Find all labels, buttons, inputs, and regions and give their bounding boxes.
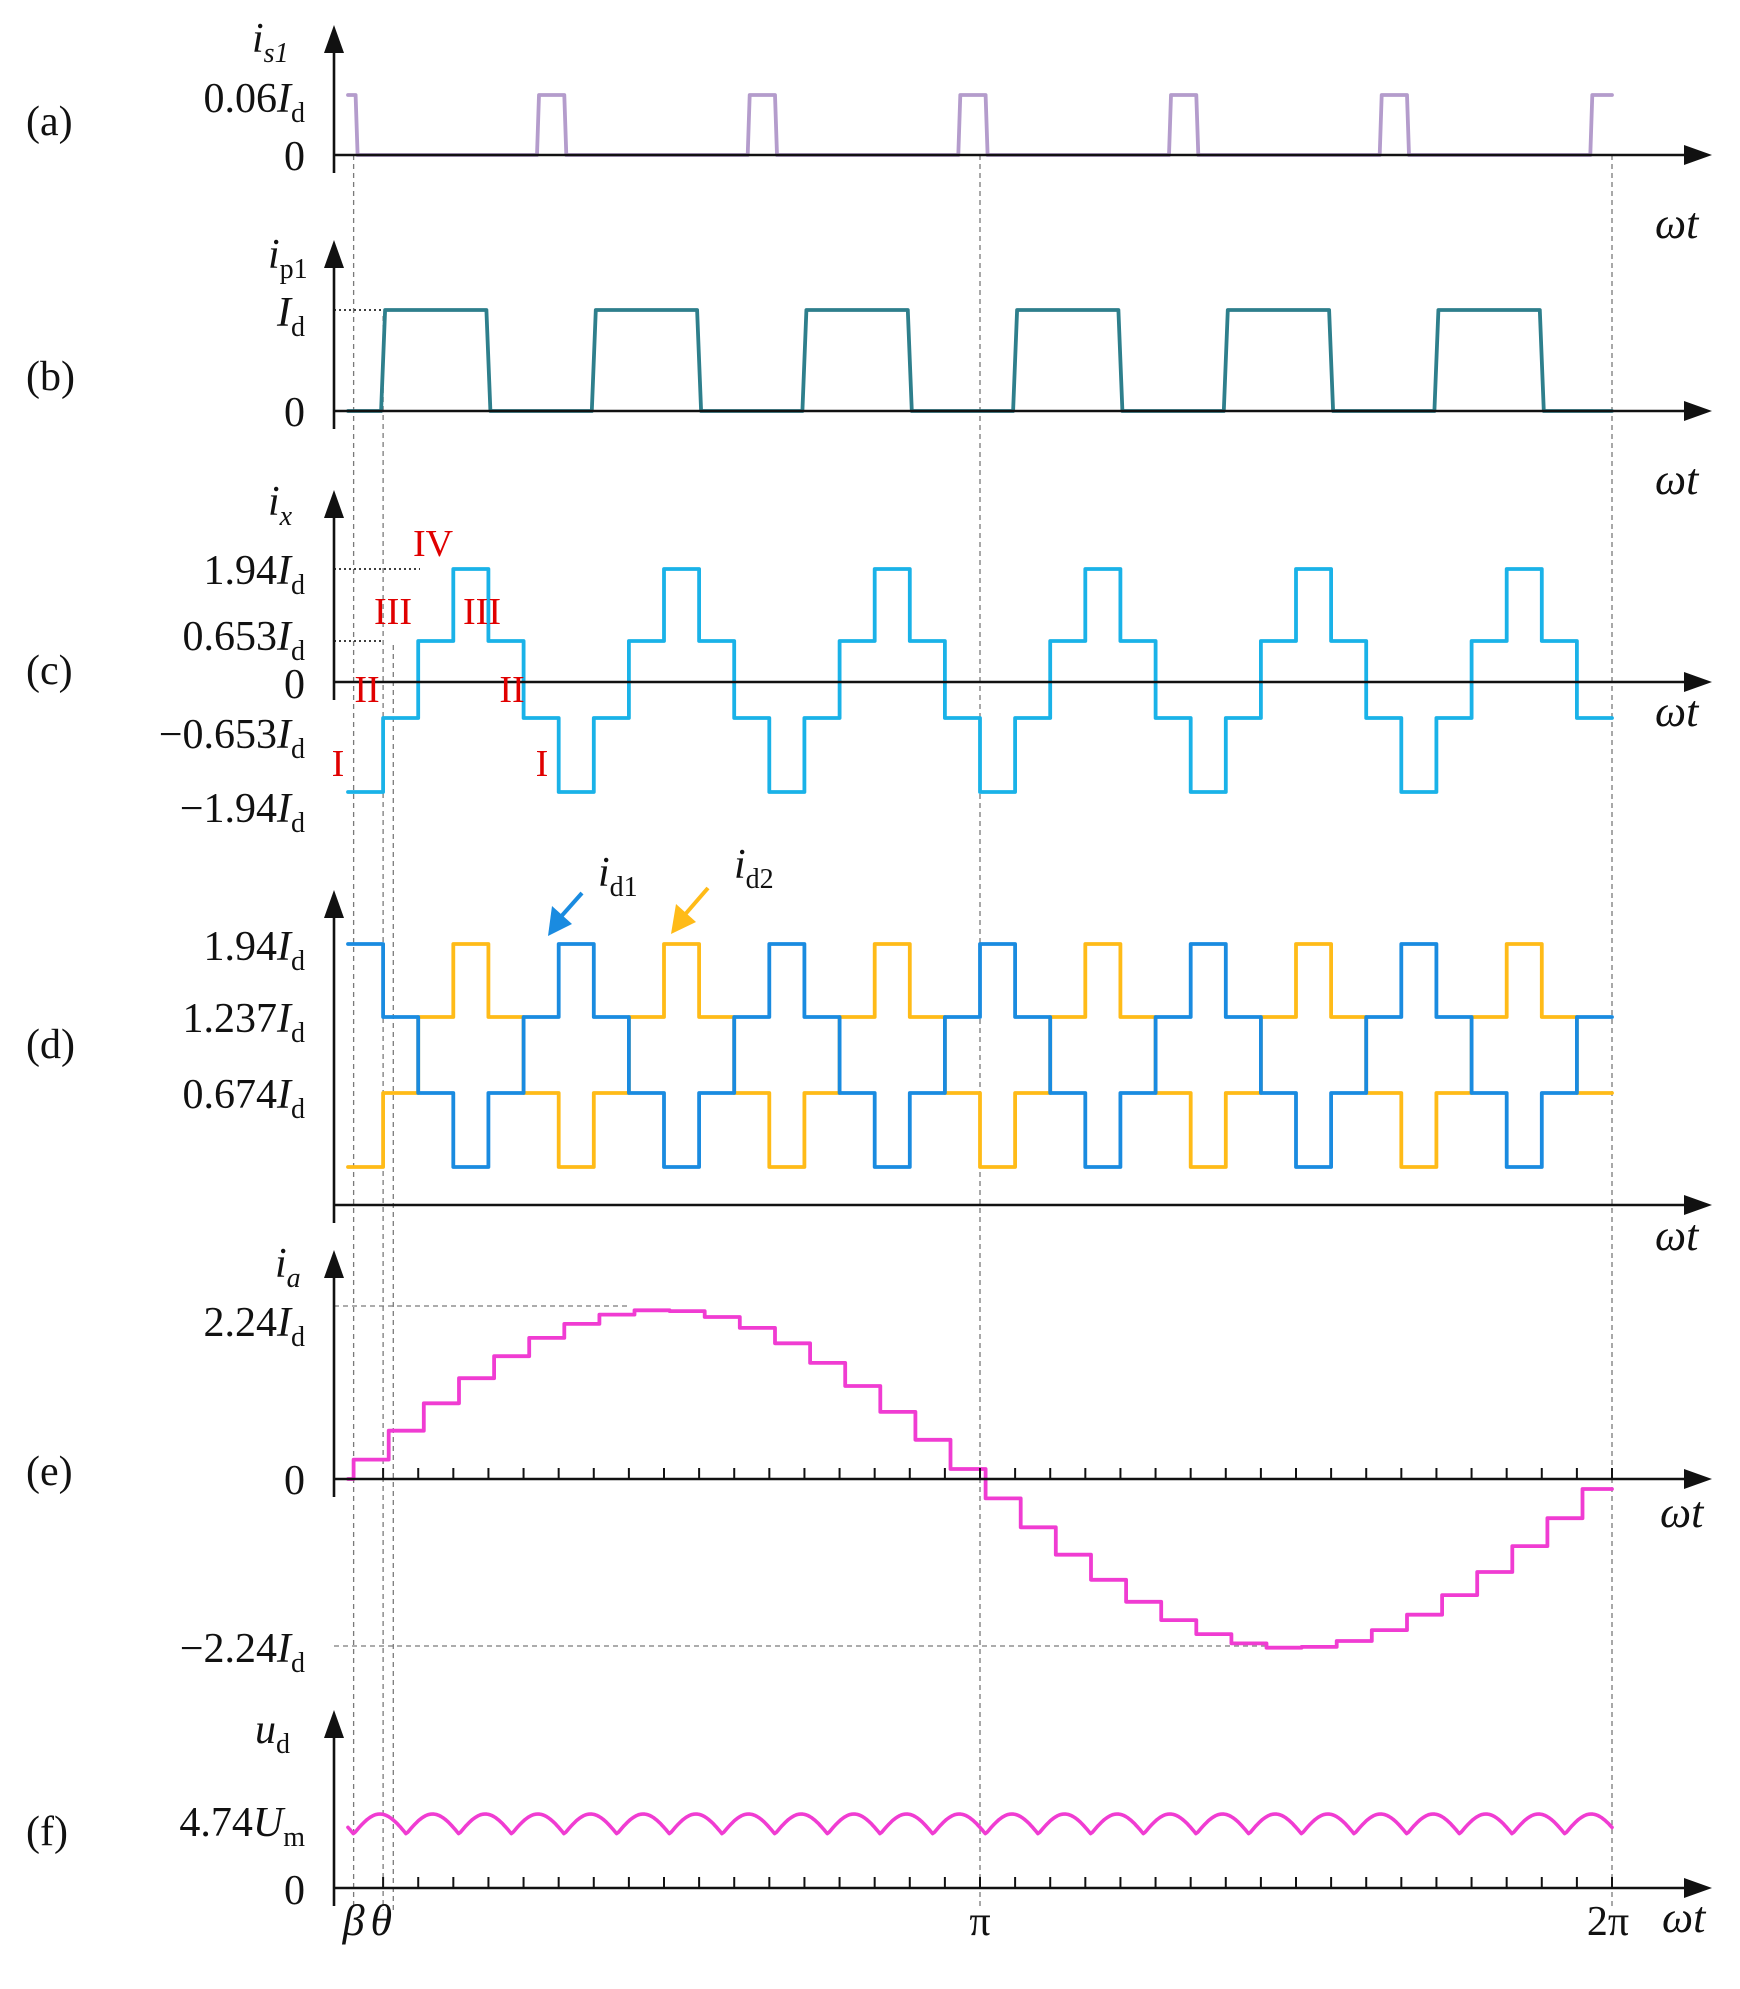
panel-tag-d: (d) — [26, 1022, 75, 1068]
series-label-id1: id1 — [598, 850, 638, 903]
x-axis-arrow — [1684, 401, 1712, 421]
y-tick-label: 0 — [284, 1868, 305, 1914]
id2-arrow-shaft — [680, 886, 710, 920]
y-tick-label: 0 — [284, 662, 305, 708]
y-tick-label: −2.24Id — [180, 1626, 305, 1679]
series-label-id2: id2 — [734, 842, 774, 895]
tick-label-pi: π — [969, 1899, 990, 1945]
region-label: II — [354, 669, 379, 711]
labels: (a) (b) (c) (d) (e) (f) ωt ωt ωt ωt ωt ωt is1 ip1 ix ia… — [26, 16, 1707, 1945]
axes — [324, 25, 1712, 1906]
region-label: III — [463, 591, 501, 633]
y-axis-label-ia: ia — [275, 1241, 301, 1294]
y-tick-label: 0 — [284, 1458, 305, 1504]
x-axis-label: ωt — [1662, 1893, 1707, 1942]
id2-wave — [346, 942, 1614, 1169]
id2-arrow-head — [671, 904, 696, 934]
y-axis-arrow — [324, 1250, 344, 1278]
y-axis-arrow — [324, 25, 344, 53]
id1-arrow-head — [548, 906, 572, 936]
y-tick-label: 1.94Id — [204, 924, 306, 977]
x-axis-label: ωt — [1655, 687, 1700, 736]
y-tick-label: 0.653Id — [183, 614, 306, 667]
y-axis-arrow — [324, 1710, 344, 1738]
tick-label-theta: θ — [370, 1896, 392, 1945]
y-tick-label: 4.74Um — [179, 1800, 305, 1853]
tick-label-2pi: 2π — [1587, 1899, 1629, 1945]
panel-tag-e: (e) — [26, 1449, 73, 1495]
y-tick-label: 0 — [284, 390, 305, 436]
x-axis-label: ωt — [1655, 199, 1700, 248]
x-axis-arrow — [1684, 1878, 1712, 1898]
region-label: III — [374, 591, 412, 633]
ia-wave — [346, 1308, 1614, 1650]
is1-wave — [346, 93, 1614, 157]
panel-tag-a: (a) — [26, 99, 73, 145]
panel-tag-c: (c) — [26, 648, 73, 694]
x-axis-label: ωt — [1655, 1211, 1700, 1260]
y-tick-label: 0 — [284, 134, 305, 180]
y-tick-label: 0.674Id — [183, 1072, 306, 1125]
y-tick-label: 0.06Id — [204, 76, 306, 129]
y-axis-label-is1: is1 — [252, 16, 289, 69]
y-tick-label: Id — [276, 290, 305, 343]
x-axis-arrow — [1684, 1469, 1712, 1489]
y-axis-arrow — [324, 490, 344, 518]
y-axis-label-ud: ud — [255, 1707, 290, 1760]
panel-tag-b: (b) — [26, 354, 75, 400]
tick-label-beta: β — [342, 1896, 365, 1945]
x-axis-arrow — [1684, 1195, 1712, 1215]
guide-lines — [334, 155, 1613, 1910]
ud-wave — [346, 1812, 1614, 1836]
y-axis-label-ip1: ip1 — [268, 232, 308, 285]
id1-wave — [346, 942, 1614, 1169]
region-label: I — [332, 743, 345, 785]
region-label: I — [536, 743, 549, 785]
x-axis-label: ωt — [1655, 455, 1700, 504]
x-axis-arrow — [1684, 145, 1712, 165]
panel-tag-f: (f) — [26, 1809, 68, 1855]
x-axis-arrow — [1684, 672, 1712, 692]
y-axis-arrow — [324, 240, 344, 268]
y-tick-label: −0.653Id — [159, 712, 305, 765]
y-axis-arrow — [324, 890, 344, 918]
x-axis-label: ωt — [1660, 1488, 1705, 1537]
y-tick-label: 1.94Id — [204, 548, 306, 601]
region-label: IV — [413, 523, 454, 565]
y-axis-label-ix: ix — [268, 479, 293, 532]
y-tick-label: 1.237Id — [183, 996, 306, 1049]
ip1-wave — [346, 308, 1614, 413]
ix-wave — [346, 567, 1614, 794]
y-tick-label: 2.24Id — [204, 1300, 306, 1353]
y-tick-label: −1.94Id — [180, 786, 305, 839]
region-label: II — [499, 669, 524, 711]
